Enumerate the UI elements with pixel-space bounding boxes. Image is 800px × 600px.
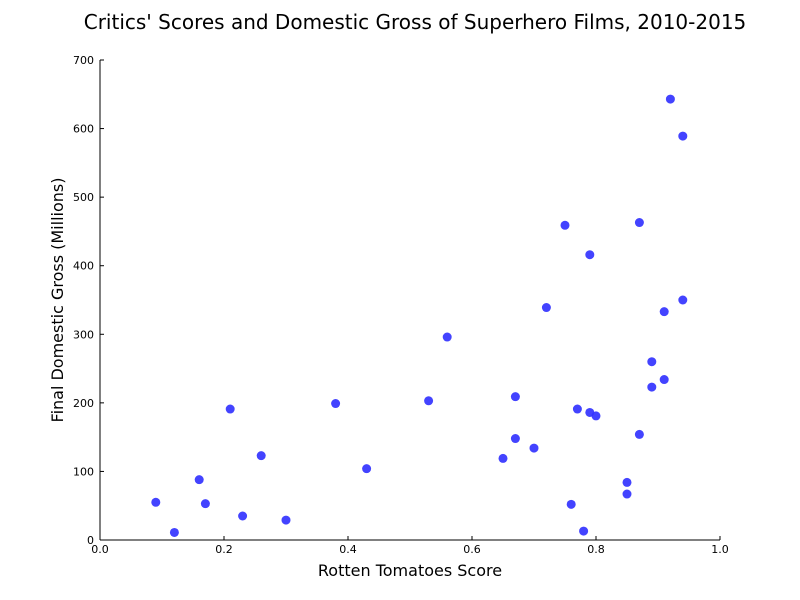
scatter-point (566, 499, 576, 509)
scatter-point (442, 332, 452, 342)
scatter-point (331, 399, 341, 409)
y-axis-label: Final Domestic Gross (Millions) (48, 178, 67, 423)
x-tick-label: 1.0 (711, 543, 729, 556)
y-tick-label: 0 (87, 534, 94, 547)
data-points (151, 94, 688, 537)
scatter-point (659, 307, 669, 317)
scatter-point (194, 475, 204, 485)
scatter-point (169, 527, 179, 537)
x-tick-label: 0.6 (463, 543, 481, 556)
scatter-point (647, 382, 657, 392)
scatter-point (529, 443, 539, 453)
scatter-point (622, 477, 632, 487)
scatter-point (510, 392, 520, 402)
scatter-point (200, 499, 210, 509)
y-tick-label: 600 (73, 123, 94, 136)
scatter-point (238, 511, 248, 521)
scatter-point (424, 396, 434, 406)
y-tick-label: 200 (73, 397, 94, 410)
x-tick-label: 0.2 (215, 543, 233, 556)
scatter-point (622, 489, 632, 499)
scatter-point (678, 131, 688, 141)
chart-title: Critics' Scores and Domestic Gross of Su… (84, 10, 747, 34)
scatter-point (678, 295, 688, 305)
y-tick-label: 300 (73, 328, 94, 341)
scatter-point (281, 515, 291, 525)
scatter-point (510, 434, 520, 444)
x-axis-label: Rotten Tomatoes Score (318, 561, 502, 580)
scatter-point (572, 404, 582, 414)
scatter-point (665, 94, 675, 104)
x-tick-label: 0.4 (339, 543, 357, 556)
y-tick-label: 100 (73, 465, 94, 478)
scatter-point (151, 497, 161, 507)
y-tick-label: 400 (73, 260, 94, 273)
y-tick-label: 500 (73, 191, 94, 204)
scatter-point (634, 429, 644, 439)
scatter-point (585, 250, 595, 260)
scatter-point (659, 375, 669, 385)
axis-ticks: 0.0 0.2 0.4 0.6 0.8 1.0 0 100 200 300 400 500 600 700 (73, 54, 729, 556)
y-tick-label: 700 (73, 54, 94, 67)
scatter-point (362, 464, 372, 474)
scatter-point (579, 526, 589, 536)
scatter-point (256, 451, 266, 461)
scatter-point (498, 453, 508, 463)
scatter-point (591, 411, 601, 421)
scatter-point (225, 404, 235, 414)
x-tick-label: 0.0 (91, 543, 109, 556)
scatter-point (560, 220, 570, 230)
scatter-point (541, 303, 551, 313)
x-tick-label: 0.8 (587, 543, 605, 556)
scatter-point (634, 218, 644, 228)
scatter-point (647, 357, 657, 367)
